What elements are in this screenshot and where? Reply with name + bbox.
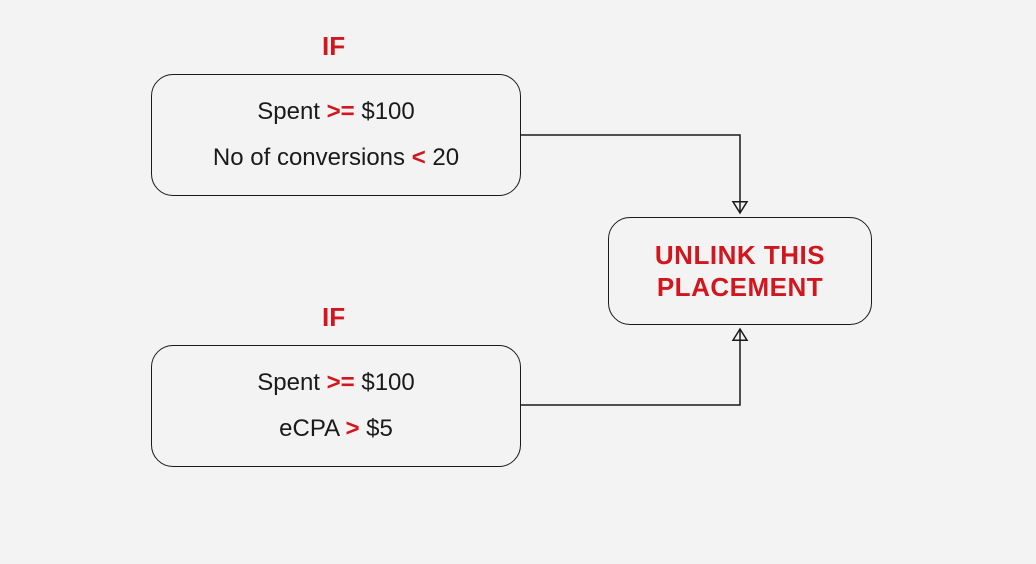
diagram-canvas: IF Spent >= $100 No of conversions < 20 … (0, 0, 1036, 564)
cond-text: $5 (359, 415, 392, 442)
cond-text: $100 (355, 369, 415, 396)
condition-1-line-1: Spent >= $100 (257, 89, 414, 135)
cond-text: eCPA (279, 415, 345, 442)
arrow-head-top (733, 202, 747, 213)
condition-box-2: Spent >= $100 eCPA > $5 (151, 345, 521, 467)
result-box: UNLINK THIS PLACEMENT (608, 217, 872, 325)
condition-2-line-1: Spent >= $100 (257, 360, 414, 406)
operator: > (345, 415, 359, 442)
cond-text: No of conversions (213, 144, 412, 171)
result-line-2: PLACEMENT (655, 271, 825, 304)
condition-box-1: Spent >= $100 No of conversions < 20 (151, 74, 521, 196)
if-label-2: IF (322, 302, 345, 333)
condition-1-line-2: No of conversions < 20 (213, 135, 459, 181)
connector-top (521, 135, 740, 213)
cond-text: Spent (257, 369, 326, 396)
operator: >= (327, 369, 355, 396)
arrow-head-bottom (733, 329, 747, 340)
connector-bottom (521, 329, 740, 405)
operator: < (412, 144, 426, 171)
cond-text: $100 (355, 98, 415, 125)
result-line-1: UNLINK THIS (655, 239, 825, 272)
cond-text: 20 (426, 144, 459, 171)
if-label-1: IF (322, 31, 345, 62)
operator: >= (327, 98, 355, 125)
cond-text: Spent (257, 98, 326, 125)
condition-2-line-2: eCPA > $5 (279, 406, 393, 452)
result-text: UNLINK THIS PLACEMENT (655, 239, 825, 304)
